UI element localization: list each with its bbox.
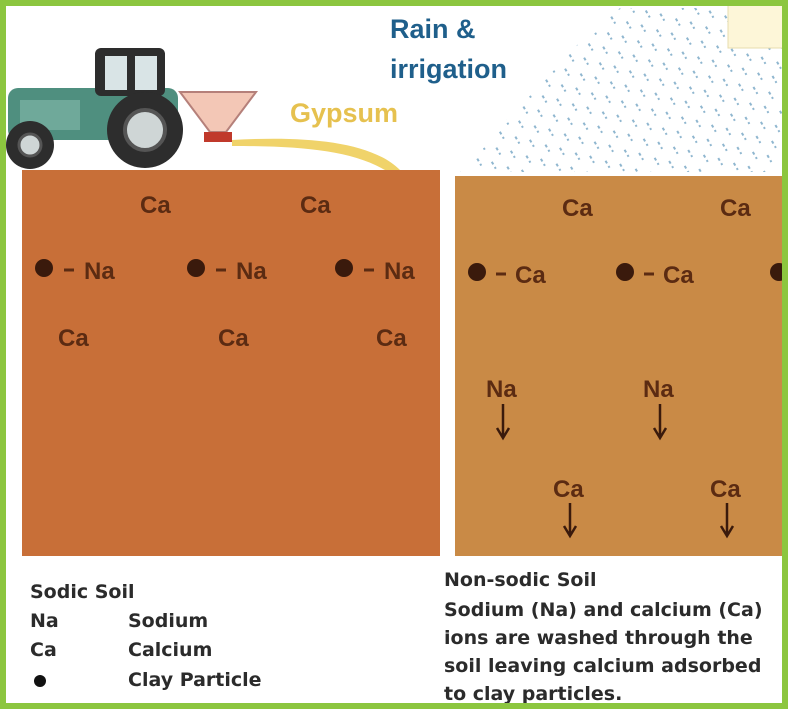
caption-line: ions are washed through the [444,627,753,649]
legend-dot [34,675,46,687]
diagram: Rain & irrigation Gypsum Ca Ca Na Na Na … [0,0,788,709]
ion-label: Ca [553,476,584,503]
ion-label: Na [486,376,517,403]
ion-label: Ca [140,192,171,219]
tractor-window [105,56,127,90]
ion-label: Na [84,258,115,285]
legend-symbol: Ca [30,639,57,661]
rain-label: Rain & [390,14,476,44]
caption-line: to clay particles. [444,683,622,705]
caption-line: soil leaving calcium adsorbed [444,655,761,677]
ion-label: Na [236,258,267,285]
legend-symbol: Na [30,610,59,632]
rain-label: irrigation [390,54,507,84]
ion-label: Ca [58,325,89,352]
clay-particle [616,263,634,281]
legend-title: Sodic Soil [30,581,135,603]
clay-particle [187,259,205,277]
ion-label: Na [384,258,415,285]
legend-text: Calcium [128,639,212,661]
caption-title: Non-sodic Soil [444,569,596,591]
sodic-soil [22,170,440,556]
ion-label: Ca [515,262,546,289]
legend-text: Clay Particle [128,669,262,691]
ion-label: Ca [218,325,249,352]
ion-label: Ca [376,325,407,352]
tractor-hub [19,134,41,156]
ion-label: Ca [663,262,694,289]
ion-label: Ca [710,476,741,503]
ion-label: Ca [562,195,593,222]
clay-particle [35,259,53,277]
tractor-hub [125,110,165,150]
caption-line: Sodium (Na) and calcium (Ca) [444,599,763,621]
ion-label: Ca [300,192,331,219]
legend-text: Sodium [128,610,208,632]
gypsum-label: Gypsum [290,98,398,128]
clay-particle [335,259,353,277]
corner-box [728,0,788,48]
spreader-outlet [204,132,232,142]
ion-label: Ca [720,195,751,222]
ion-label: Na [643,376,674,403]
page: Gypsum and sodic soil diagram {"header":… [0,0,788,709]
body: Rain & irrigation Gypsum Ca Ca Na Na Na … [0,0,788,709]
tractor-window [135,56,157,90]
clay-particle [468,263,486,281]
